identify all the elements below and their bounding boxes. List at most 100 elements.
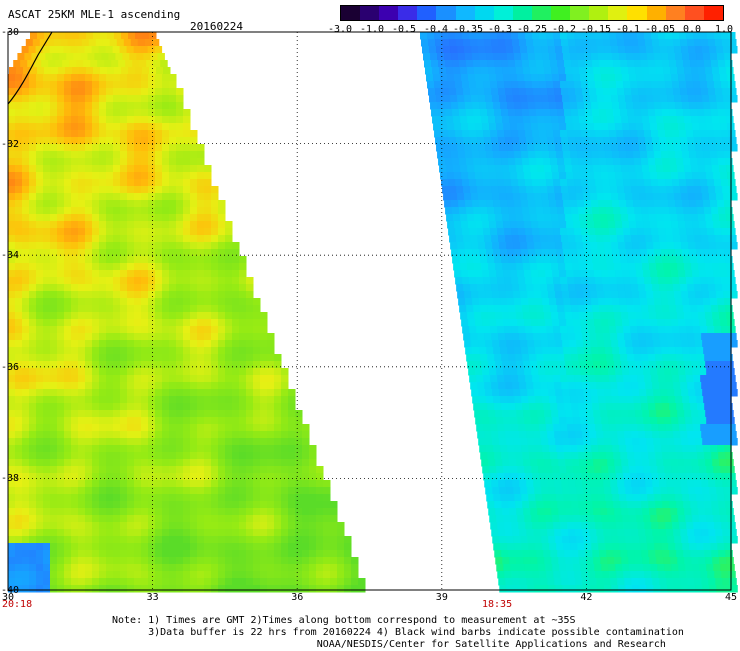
swath-cell <box>43 585 51 593</box>
swath-cell <box>64 88 72 96</box>
swath-cell <box>634 305 642 313</box>
swath-cell <box>183 403 191 411</box>
swath-cell <box>654 249 662 257</box>
swath-cell <box>627 256 635 264</box>
swath-cell <box>100 32 108 40</box>
swath-cell <box>677 67 685 75</box>
swath-cell <box>239 410 247 418</box>
swath-cell <box>578 256 586 264</box>
swath-cell <box>468 319 476 327</box>
swath-cell <box>211 396 219 404</box>
swath-cell <box>499 95 507 103</box>
swath-cell <box>92 172 100 180</box>
swath-cell <box>29 270 37 278</box>
swath-cell <box>580 319 588 327</box>
swath-cell <box>330 585 338 593</box>
swath-cell <box>729 235 737 243</box>
swath-cell <box>595 277 603 285</box>
left-swath <box>8 32 366 593</box>
swath-cell <box>478 46 486 54</box>
swath-cell <box>657 319 665 327</box>
swath-cell <box>218 480 226 488</box>
swath-cell <box>106 452 114 460</box>
swath-cell <box>612 102 620 110</box>
swath-cell <box>449 186 457 194</box>
swath-cell <box>609 130 617 138</box>
swath-cell <box>15 585 23 593</box>
swath-cell <box>594 368 602 376</box>
swath-cell <box>614 263 622 271</box>
swath-cell <box>451 249 459 257</box>
swath-cell <box>120 382 128 390</box>
swath-cell <box>134 557 142 565</box>
swath-cell <box>554 88 562 96</box>
swath-cell <box>518 32 526 40</box>
swath-cell <box>225 270 233 278</box>
swath-cell <box>553 375 561 383</box>
swath-cell <box>715 88 723 96</box>
swath-cell <box>673 284 681 292</box>
swath-cell <box>565 165 573 173</box>
swath-cell <box>675 249 683 257</box>
color-step <box>589 6 609 20</box>
swath-cell <box>274 424 282 432</box>
swath-cell <box>430 102 438 110</box>
swath-cell <box>22 200 30 208</box>
swath-cell <box>141 186 149 194</box>
swath-cell <box>246 543 254 551</box>
swath-cell <box>702 95 710 103</box>
swath-cell <box>507 102 515 110</box>
swath-cell <box>147 46 156 54</box>
swath-cell <box>267 382 275 390</box>
swath-cell <box>22 207 30 215</box>
swath-cell <box>274 368 282 376</box>
swath-cell <box>225 319 233 327</box>
swath-cell <box>176 277 184 285</box>
swath-cell <box>92 319 100 327</box>
swath-cell <box>183 193 191 201</box>
swath-cell <box>661 151 669 159</box>
swath-cell <box>169 109 177 117</box>
swath-cell <box>663 361 671 369</box>
swath-cell <box>141 151 149 159</box>
swath-cell <box>523 165 531 173</box>
swath-cell <box>169 221 177 229</box>
swath-cell <box>513 46 521 54</box>
swath-cell <box>113 144 121 152</box>
swath-cell <box>468 270 476 278</box>
swath-cell <box>655 158 663 166</box>
swath-cell <box>583 340 591 348</box>
swath-cell <box>502 312 510 320</box>
swath-cell <box>476 375 484 383</box>
swath-cell <box>563 151 571 159</box>
swath-cell <box>711 60 719 68</box>
swath-cell <box>584 347 592 355</box>
swath-cell <box>141 256 149 264</box>
swath-cell <box>106 368 114 376</box>
swath-cell <box>602 179 610 187</box>
swath-cell <box>267 466 275 474</box>
swath-cell <box>588 228 596 236</box>
swath-cell <box>120 543 128 551</box>
swath-cell <box>615 319 623 327</box>
swath-cell <box>22 578 30 586</box>
swath-cell <box>596 235 604 243</box>
swath-cell <box>36 382 44 390</box>
swath-cell <box>681 291 689 299</box>
swath-cell <box>169 263 177 271</box>
swath-cell <box>602 32 610 40</box>
swath-cell <box>183 116 191 124</box>
swath-cell <box>482 368 490 376</box>
swath-cell <box>581 179 589 187</box>
swath-cell <box>421 39 429 47</box>
swath-cell <box>613 305 621 313</box>
swath-cell <box>92 249 100 257</box>
swath-cell <box>232 508 240 516</box>
swath-cell <box>15 158 23 166</box>
swath-cell <box>535 53 543 61</box>
swath-cell <box>22 431 30 439</box>
swath-cell <box>615 74 623 82</box>
swath-cell <box>64 263 72 271</box>
swath-cell <box>576 95 584 103</box>
swath-cell <box>211 424 219 432</box>
